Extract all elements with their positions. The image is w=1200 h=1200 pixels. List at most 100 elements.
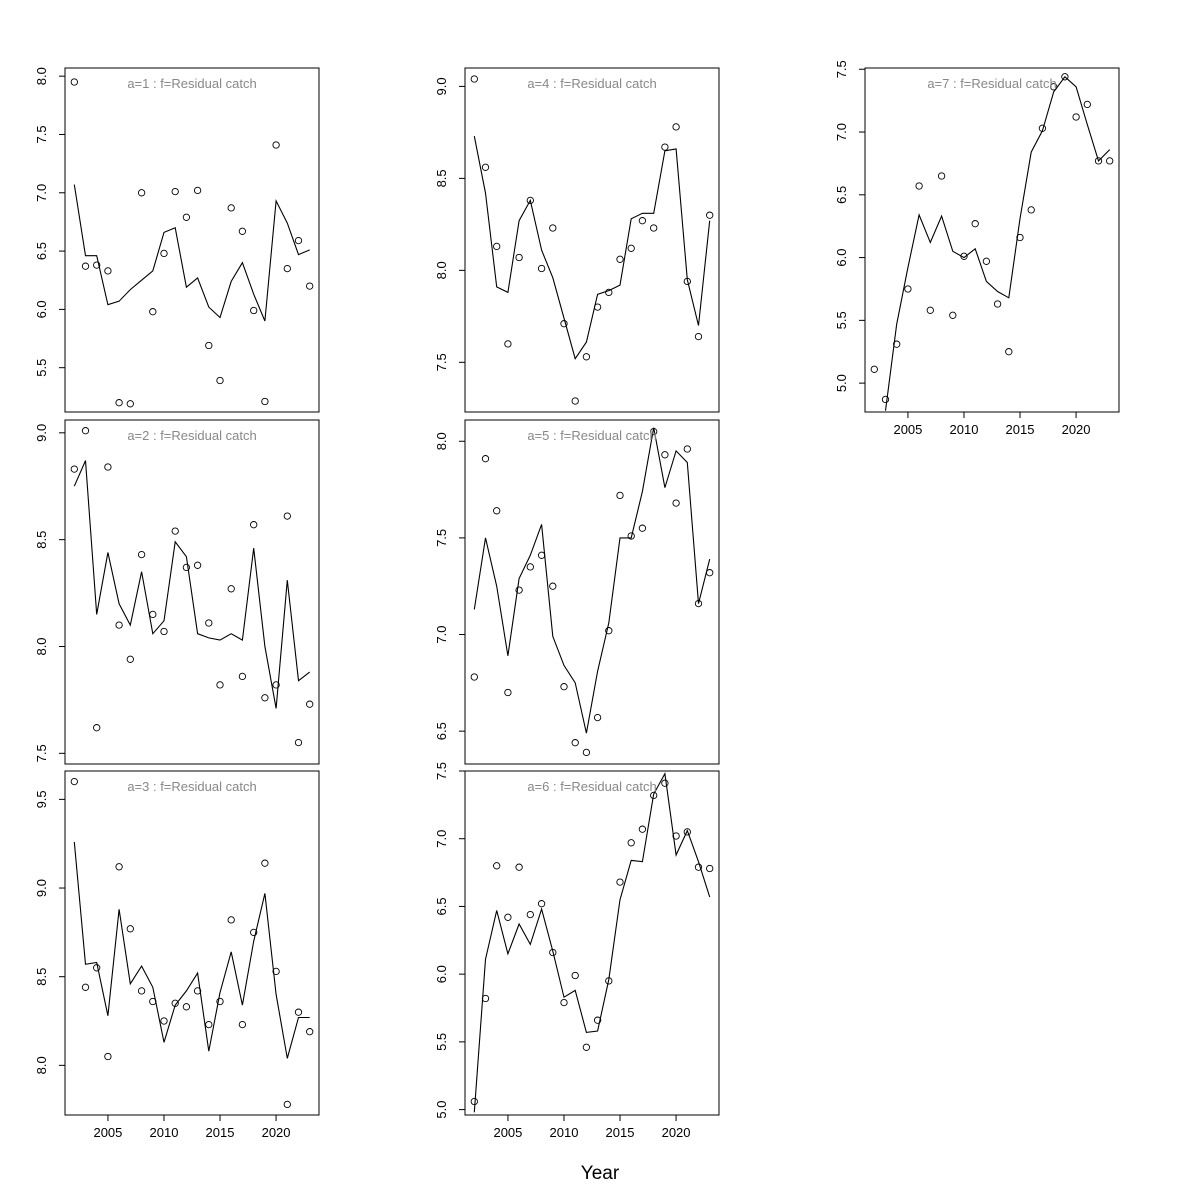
panel-1: 5.5 6.0 6.5 7.0 7.5 8.0 a=1 : f=Residual catch <box>34 67 320 413</box>
panel-6-observed-point <box>638 825 647 833</box>
panel-6-xtick-label: 2005 <box>493 1125 522 1140</box>
panel-4-observed-point <box>470 75 478 83</box>
panel-5-observed-point <box>650 427 658 436</box>
panel-3-observed-point <box>149 997 157 1006</box>
panel-3-observed-point <box>81 983 90 991</box>
panel-7-ytick-label: 7.5 <box>834 60 849 78</box>
panel-3-ytick-label: 9.5 <box>34 790 49 808</box>
panel-6-observed-point <box>582 1043 591 1051</box>
panel-7-observed-point <box>971 220 979 228</box>
panel-3-observed-point <box>238 1020 247 1029</box>
panel-4-observed-point <box>593 303 602 311</box>
panel-3-observed-point <box>115 863 123 871</box>
panel-3-observed-point <box>261 859 269 867</box>
panel-5-observed-point <box>605 627 613 635</box>
panel-5-observed-point <box>661 451 669 459</box>
panel-6-title: a=6 : f=Residual catch <box>527 779 656 794</box>
panel-4-observed-point <box>549 224 557 232</box>
panel-6-observed-point <box>571 971 579 980</box>
panel-1-observed-point <box>193 186 202 195</box>
panel-1-observed-point <box>149 308 157 316</box>
panel-7-ytick-label: 5.0 <box>834 374 849 392</box>
panel-7-xtick-label: 2010 <box>950 422 979 437</box>
panel-4-observed-point <box>571 397 579 405</box>
panel-4-frame <box>464 67 720 413</box>
panel-7-observed-point <box>1072 113 1080 121</box>
panel-4-observed-point <box>504 340 512 348</box>
panel-7-observed-point <box>915 182 923 190</box>
panel-3-observed-point <box>93 964 101 972</box>
panel-4: 7.5 8.0 8.5 9.0 a=4 : f=Residual catch <box>434 67 720 413</box>
panel-4-ytick-label: 7.5 <box>434 353 449 371</box>
panel-2-ytick-label: 9.0 <box>34 424 49 442</box>
x-axis-title: Year <box>581 1163 620 1184</box>
panel-6-observed-point <box>694 863 703 871</box>
panel-1-observed-point <box>205 341 213 350</box>
panel-2-observed-point <box>216 681 224 689</box>
panel-1-observed-point <box>104 267 112 275</box>
panel-5-ytick-label: 8.0 <box>434 432 449 450</box>
panel-2-ytick-label: 8.5 <box>34 531 49 549</box>
panel-7-observed-point <box>893 340 901 348</box>
panel-4-observed-point <box>560 320 568 328</box>
panel-2-ytick-label: 7.5 <box>34 744 49 762</box>
panel-7-xtick-label: 2015 <box>1006 422 1035 437</box>
panel-6-observed-point <box>650 791 658 800</box>
panel-7-observed-point <box>1050 83 1058 91</box>
panel-5-observed-point <box>627 532 635 540</box>
panel-5-ytick-label: 7.0 <box>434 625 449 643</box>
panel-4-observed-point <box>616 255 624 263</box>
panel-3-observed-point <box>126 925 134 933</box>
panel-7-observed-point <box>1094 157 1103 165</box>
panel-3-observed-point <box>216 997 224 1006</box>
panel-7-observed-point <box>1038 124 1047 132</box>
panel-5-frame <box>464 419 720 765</box>
panel-6-observed-point <box>616 878 624 886</box>
panel-6-observed-point <box>672 832 680 840</box>
panel-4-observed-point <box>481 163 490 171</box>
panel-7-observed-point <box>1106 157 1114 165</box>
panel-2-frame <box>64 419 320 765</box>
panel-6-ytick-label: 7.0 <box>434 830 449 848</box>
panel-1-title: a=1 : f=Residual catch <box>127 76 256 91</box>
panel-3-xtick-label: 2020 <box>262 1125 291 1140</box>
panel-5-observed-point <box>481 455 490 463</box>
panel-4-observed-point <box>650 224 658 232</box>
panel-1-observed-point <box>261 397 269 406</box>
panel-1-observed-point <box>182 213 191 221</box>
panel-7-ytick-label: 6.0 <box>834 249 849 267</box>
panel-7-observed-point <box>1061 73 1069 81</box>
panel-6-xtick-label: 2010 <box>550 1125 579 1140</box>
panel-6-xtick-label: 2020 <box>662 1125 691 1140</box>
panel-6-observed-point <box>481 994 490 1003</box>
panel-1-ytick-label: 7.5 <box>34 125 49 143</box>
panel-3-ytick-label: 8.0 <box>34 1056 49 1074</box>
panel-1-observed-point <box>216 376 224 385</box>
panel-4-observed-point <box>683 277 691 286</box>
panel-7-fitted-line <box>884 75 1111 411</box>
panel-7-ytick-label: 7.0 <box>834 123 849 141</box>
panel-2-observed-point <box>93 724 101 732</box>
panel-2-observed-point <box>81 427 90 435</box>
panel-7-observed-point <box>926 306 934 314</box>
panel-3-observed-point <box>272 967 280 976</box>
panel-4-ytick-label: 8.0 <box>434 261 449 279</box>
panel-2-observed-point <box>250 521 258 529</box>
panel-5-observed-point <box>694 599 703 608</box>
panel-5-observed-point <box>504 688 512 697</box>
panel-4-observed-point <box>582 353 591 361</box>
panel-6-observed-point <box>627 839 635 847</box>
panel-5-observed-point <box>549 582 557 590</box>
panel-4-observed-point <box>515 253 523 262</box>
panel-6-ytick-label: 5.5 <box>434 1033 449 1051</box>
panel-7-observed-point <box>960 252 968 260</box>
panel-2-title: a=2 : f=Residual catch <box>127 428 256 443</box>
panel-3-observed-point <box>182 1003 191 1011</box>
panel-1-observed-point <box>272 141 280 149</box>
panel-6-observed-point <box>560 998 568 1007</box>
panel-5-observed-point <box>638 524 647 532</box>
panel-6-xtick-label: 2015 <box>606 1125 635 1140</box>
panel-2-observed-point <box>272 681 280 689</box>
panel-7-ytick-label: 6.5 <box>834 186 849 204</box>
panel-1-observed-point <box>81 262 90 270</box>
